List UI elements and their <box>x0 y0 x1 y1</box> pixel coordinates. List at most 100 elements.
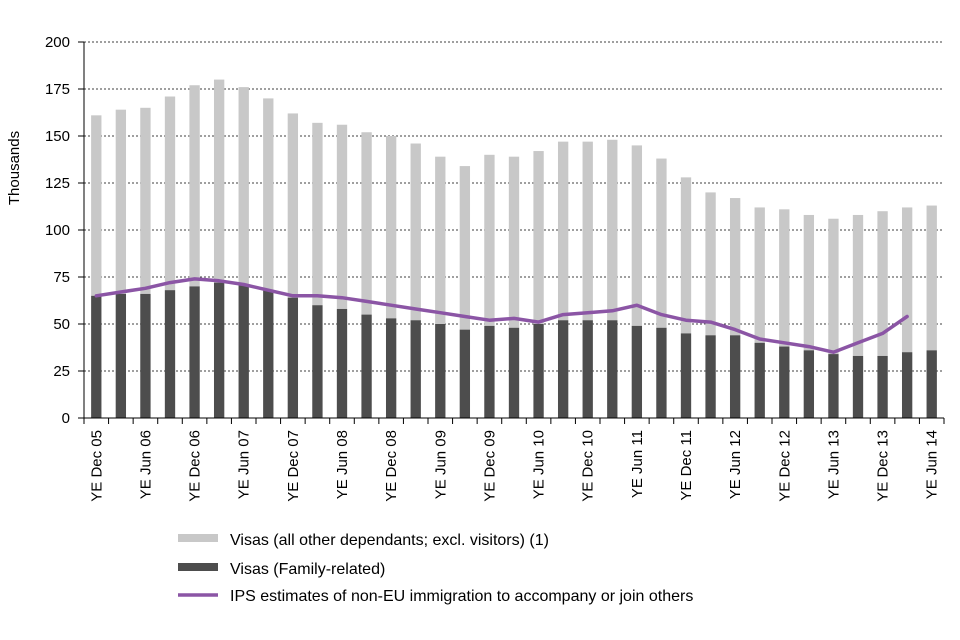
x-tick-label: YE Dec 08 <box>383 430 400 502</box>
y-tick-label: 25 <box>53 363 70 380</box>
bar-other-dependants <box>656 158 667 328</box>
y-tick-label: 125 <box>45 175 70 192</box>
x-tick-label: YE Jun 13 <box>825 430 842 499</box>
bar-family-related <box>533 324 544 418</box>
bar-family-related <box>238 284 249 418</box>
bar-other-dependants <box>803 214 815 351</box>
y-axis-label: Thousands <box>6 131 23 205</box>
bar-other-dependants <box>607 139 618 321</box>
bar-other-dependants <box>91 115 102 296</box>
bar-other-dependants <box>287 113 299 298</box>
bar-other-dependants <box>779 209 790 347</box>
y-tick-label: 175 <box>45 81 70 98</box>
bar-other-dependants <box>557 141 569 321</box>
bar-other-dependants <box>582 141 593 321</box>
x-tick-label: YE Jun 12 <box>727 430 744 499</box>
bar-family-related <box>213 282 225 418</box>
bar-family-related <box>91 295 102 418</box>
bar-other-dependants <box>140 107 151 294</box>
bar-other-dependants <box>877 211 888 356</box>
bar-other-dependants <box>754 207 765 343</box>
x-tick-label: YE Dec 06 <box>187 430 204 502</box>
bar-family-related <box>508 327 520 418</box>
x-tick-label: YE Jun 06 <box>137 430 154 499</box>
bar-family-related <box>287 297 299 418</box>
y-tick-label: 200 <box>45 34 70 51</box>
bar-family-related <box>607 320 618 418</box>
bar-family-related <box>189 286 200 418</box>
bar-family-related <box>828 354 839 418</box>
bar-other-dependants <box>164 96 176 291</box>
bar-other-dependants <box>926 205 937 351</box>
bar-other-dependants <box>213 79 225 283</box>
x-tick-label: YE Dec 09 <box>481 430 498 502</box>
bar-family-related <box>926 350 937 418</box>
bar-other-dependants <box>459 166 471 330</box>
bar-family-related <box>729 335 741 418</box>
x-tick-label: YE Jun 07 <box>236 430 253 499</box>
bar-family-related <box>631 325 643 418</box>
bar-family-related <box>557 320 569 418</box>
bar-family-related <box>901 352 913 418</box>
x-tick-label: YE Dec 13 <box>875 430 892 502</box>
x-tick-label: YE Dec 11 <box>678 430 695 501</box>
x-tick-label: YE Jun 10 <box>531 430 548 499</box>
bar-family-related <box>803 350 815 418</box>
bar-family-related <box>484 325 495 418</box>
bar-other-dependants <box>705 192 716 336</box>
bar-family-related <box>164 290 176 418</box>
x-tick-label: YE Jun 08 <box>334 430 351 499</box>
x-tick-label: YE Dec 10 <box>580 430 597 502</box>
bar-family-related <box>435 324 446 418</box>
bar-family-related <box>754 342 765 418</box>
bar-other-dependants <box>508 156 520 328</box>
bar-family-related <box>385 318 397 418</box>
legend-swatch-other-dependants <box>178 534 218 542</box>
bar-family-related <box>656 327 667 418</box>
bar-other-dependants <box>385 136 397 319</box>
x-tick-labels: YE Dec 05 YE Jun 06 YE Dec 06 YE Jun 07 YE D… <box>88 430 940 502</box>
y-tick-label: 75 <box>53 269 70 286</box>
bar-other-dependants <box>729 198 741 336</box>
bar-other-dependants <box>238 87 249 285</box>
bar-family-related <box>582 320 593 418</box>
ips-line <box>94 277 909 354</box>
axes <box>78 41 945 424</box>
legend: Visas (all other dependants; excl. visit… <box>178 532 693 605</box>
y-tick-label: 150 <box>45 128 70 145</box>
bar-other-dependants <box>336 124 348 309</box>
bar-other-dependants <box>901 207 913 353</box>
legend-label-ips-estimates: IPS estimates of non-EU immigration to a… <box>230 588 693 605</box>
bar-family-related <box>361 314 372 418</box>
x-tick-label: YE Dec 07 <box>285 430 302 502</box>
legend-swatch-family-related <box>178 563 218 571</box>
bar-family-related <box>877 355 888 418</box>
bar-other-dependants <box>189 85 200 287</box>
x-tick-label: YE Jun 09 <box>432 430 449 499</box>
x-tick-label: YE Dec 12 <box>776 430 793 502</box>
x-tick-label: YE Dec 05 <box>88 430 105 502</box>
bar-other-dependants <box>852 214 864 356</box>
bar-other-dependants <box>828 218 839 355</box>
bar-family-related <box>680 333 692 418</box>
bar-other-dependants <box>533 151 544 324</box>
bar-family-related <box>852 355 864 418</box>
bar-family-related <box>263 290 274 418</box>
bar-family-related <box>336 308 348 418</box>
bar-family-related <box>459 329 471 418</box>
bars <box>91 79 937 418</box>
ips-line-layer <box>94 277 909 354</box>
bar-other-dependants <box>410 143 421 321</box>
y-tick-label: 100 <box>45 222 70 239</box>
bar-family-related <box>410 320 421 418</box>
bar-family-related <box>312 305 323 418</box>
legend-item-ips-estimates: IPS estimates of non-EU immigration to a… <box>178 588 693 605</box>
x-tick-label: YE Jun 14 <box>924 430 941 499</box>
bar-family-related <box>779 346 790 418</box>
bar-other-dependants <box>484 154 495 326</box>
legend-item-other-dependants: Visas (all other dependants; excl. visit… <box>178 532 549 549</box>
bar-other-dependants <box>312 122 323 306</box>
y-tick-label: 50 <box>53 316 70 333</box>
